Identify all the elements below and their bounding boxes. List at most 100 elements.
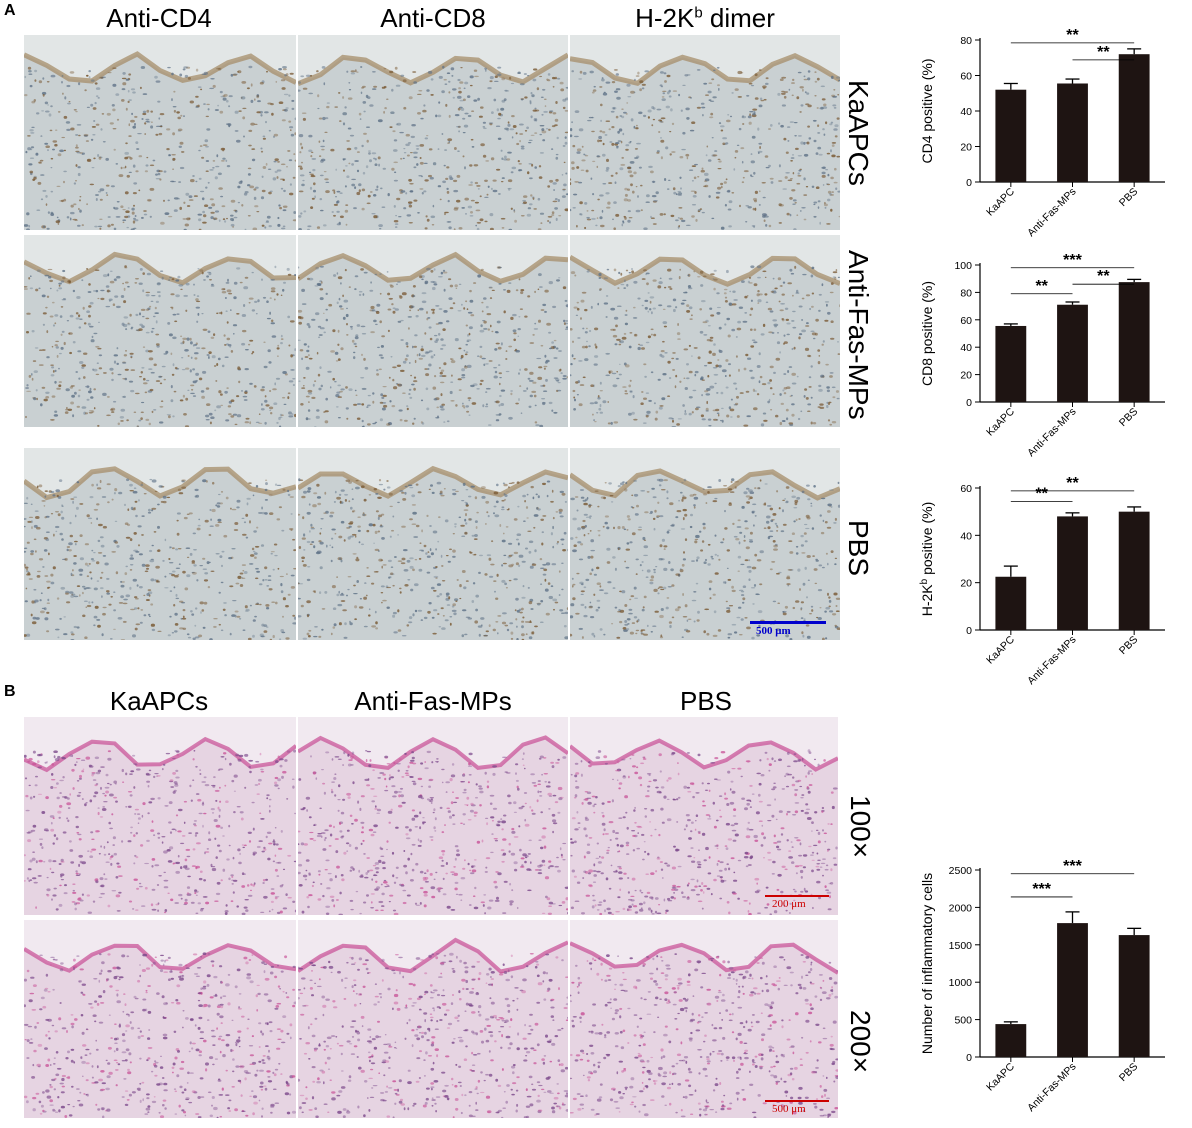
ihc-micrograph-pbs-cd8: [298, 448, 568, 640]
bar-anti-fas-mps: [1057, 304, 1088, 402]
col-title-h2kb-main: H-2K: [635, 3, 695, 33]
x-tick-label: PBS: [1117, 186, 1140, 209]
x-tick-label: Anti-Fas-MPs: [1025, 186, 1078, 239]
row-title-200x: 200×: [845, 1010, 876, 1074]
y-axis-label-text: H-2K: [919, 584, 935, 617]
y-tick-label: 40: [960, 342, 972, 354]
significance-label: **: [1035, 485, 1048, 502]
bar-anti-fas-mps: [1057, 83, 1088, 182]
significance-label: ***: [1063, 252, 1082, 269]
col-title-h2kb-dimer: H-2Kb dimer: [570, 3, 840, 34]
significance-label: **: [1066, 27, 1079, 44]
y-tick-label: 100: [954, 260, 972, 272]
y-tick-label: 2000: [949, 902, 973, 914]
he-micrograph-100x-kaapcs: [24, 717, 296, 915]
y-axis-label-sup: b: [919, 578, 930, 584]
y-tick-label: 80: [960, 287, 972, 299]
significance-label: ***: [1063, 858, 1082, 875]
x-tick-label: Anti-Fas-MPs: [1025, 1061, 1078, 1114]
ihc-micrograph-kaapcs-cd4: [24, 35, 296, 230]
row-title-100x: 100×: [845, 795, 876, 859]
row-title-pbs: PBS: [843, 520, 874, 577]
chart-cd8-positive: 0 20 40 60 80 100 CD8 positive (%) KaAPC Anti-Fa…: [905, 252, 1190, 460]
y-axis-label: H-2Kb positive (%): [919, 502, 935, 617]
y-axis-label-text: CD4 positive (%): [919, 58, 935, 163]
y-axis-label: CD4 positive (%): [919, 58, 935, 163]
col-title-anti-cd8: Anti-CD8: [380, 3, 486, 33]
y-tick-label: 0: [966, 625, 972, 637]
x-tick-label: Anti-Fas-MPs: [1025, 406, 1078, 459]
bar-kaapc: [995, 325, 1027, 402]
bar-pbs: [1118, 282, 1150, 402]
bar-pbs: [1118, 935, 1150, 1057]
y-tick-label: 60: [960, 483, 972, 495]
bar-kaapc: [995, 89, 1027, 182]
y-tick-label: 60: [960, 71, 972, 83]
he-micrograph-200x-kaapcs: [24, 920, 296, 1118]
scale-bar-500um-b: [765, 1100, 829, 1102]
y-axis-label-tail: positive (%): [919, 502, 935, 579]
x-tick-label: KaAPC: [984, 633, 1017, 666]
y-tick-label: 60: [960, 315, 972, 327]
ihc-micrograph-kaapcs-cd8: [298, 35, 568, 230]
panel-b-letter: B: [4, 683, 16, 700]
y-tick-label: 40: [960, 106, 972, 118]
col-title-h2kb-sup: b: [694, 4, 703, 22]
x-tick-label: PBS: [1117, 634, 1140, 657]
y-tick-label: 20: [960, 370, 972, 382]
y-tick-label: 1000: [949, 977, 973, 989]
he-micrograph-200x-anti-fas-mps: [298, 920, 568, 1118]
chart-cd4-positive: 0 20 40 60 80 CD4 positive (%) KaAPC Anti-Fas-M…: [905, 27, 1190, 240]
chart-h2kb-positive: 0 20 40 60 H-2Kb positive (%) KaAPC Anti-Fas-M…: [905, 475, 1190, 688]
bar-kaapc: [995, 1024, 1027, 1057]
ihc-micrograph-pbs-h2kb: [570, 448, 840, 640]
significance-label: **: [1035, 278, 1048, 295]
y-tick-label: 0: [966, 397, 972, 409]
x-tick-label: PBS: [1117, 1061, 1140, 1084]
bar-anti-fas-mps: [1057, 923, 1088, 1057]
bar-kaapc: [995, 576, 1027, 630]
ihc-micrograph-anti-fas-mps-h2kb: [570, 235, 840, 427]
he-micrograph-100x-anti-fas-mps: [298, 717, 568, 915]
bar-pbs: [1118, 511, 1150, 630]
he-micrograph-100x-pbs: [570, 717, 838, 915]
ihc-micrograph-anti-fas-mps-cd4: [24, 235, 296, 427]
col-title-b-pbs: PBS: [679, 686, 733, 716]
col-title-h2kb-tail: dimer: [702, 3, 775, 33]
scale-bar-label-200um: 200 μm: [772, 898, 806, 910]
col-title-b-kaapcs: KaAPCs: [109, 686, 209, 716]
y-tick-label: 20: [960, 578, 972, 590]
significance-label: **: [1097, 268, 1110, 285]
scale-bar-500um-a: [750, 621, 826, 624]
x-tick-label: PBS: [1117, 406, 1140, 429]
chart-inflammatory-cells: 0 500 1000 1500 2000 2500 Number of inflammato…: [905, 858, 1190, 1115]
significance-label: **: [1097, 44, 1110, 61]
x-tick-label: KaAPC: [984, 405, 1017, 438]
he-micrograph-200x-pbs: [570, 920, 838, 1118]
scale-bar-label-a: 500 μm: [756, 625, 791, 637]
bar-anti-fas-mps: [1057, 516, 1088, 630]
ihc-micrograph-kaapcs-h2kb: [570, 35, 840, 230]
y-tick-label: 1500: [949, 940, 973, 952]
y-tick-label: 80: [960, 35, 972, 47]
col-title-b-anti-fas-mps: Anti-Fas-MPs: [354, 686, 512, 716]
row-title-anti-fas-mps: Anti-Fas-MPs: [843, 250, 874, 420]
ihc-micrograph-pbs-cd4: [24, 448, 296, 640]
significance-label: **: [1066, 475, 1079, 492]
x-tick-label: KaAPC: [984, 1060, 1017, 1093]
y-axis-label-text: CD8 positive (%): [919, 281, 935, 386]
col-title-anti-cd4: Anti-CD4: [106, 3, 212, 33]
y-axis-label-text: Number of inflammatory cells: [919, 873, 935, 1054]
y-tick-label: 40: [960, 530, 972, 542]
row-title-kaapcs: KaAPCs: [843, 80, 874, 186]
bar-pbs: [1118, 54, 1150, 183]
y-axis-label: CD8 positive (%): [919, 281, 935, 386]
significance-label: ***: [1032, 881, 1051, 898]
y-axis-label: Number of inflammatory cells: [919, 873, 935, 1054]
x-tick-label: Anti-Fas-MPs: [1025, 634, 1078, 687]
y-tick-label: 2500: [949, 865, 973, 877]
panel-a-letter: A: [4, 2, 16, 19]
ihc-micrograph-anti-fas-mps-cd8: [298, 235, 568, 427]
y-tick-label: 500: [954, 1015, 972, 1027]
x-tick-label: KaAPC: [984, 185, 1017, 218]
